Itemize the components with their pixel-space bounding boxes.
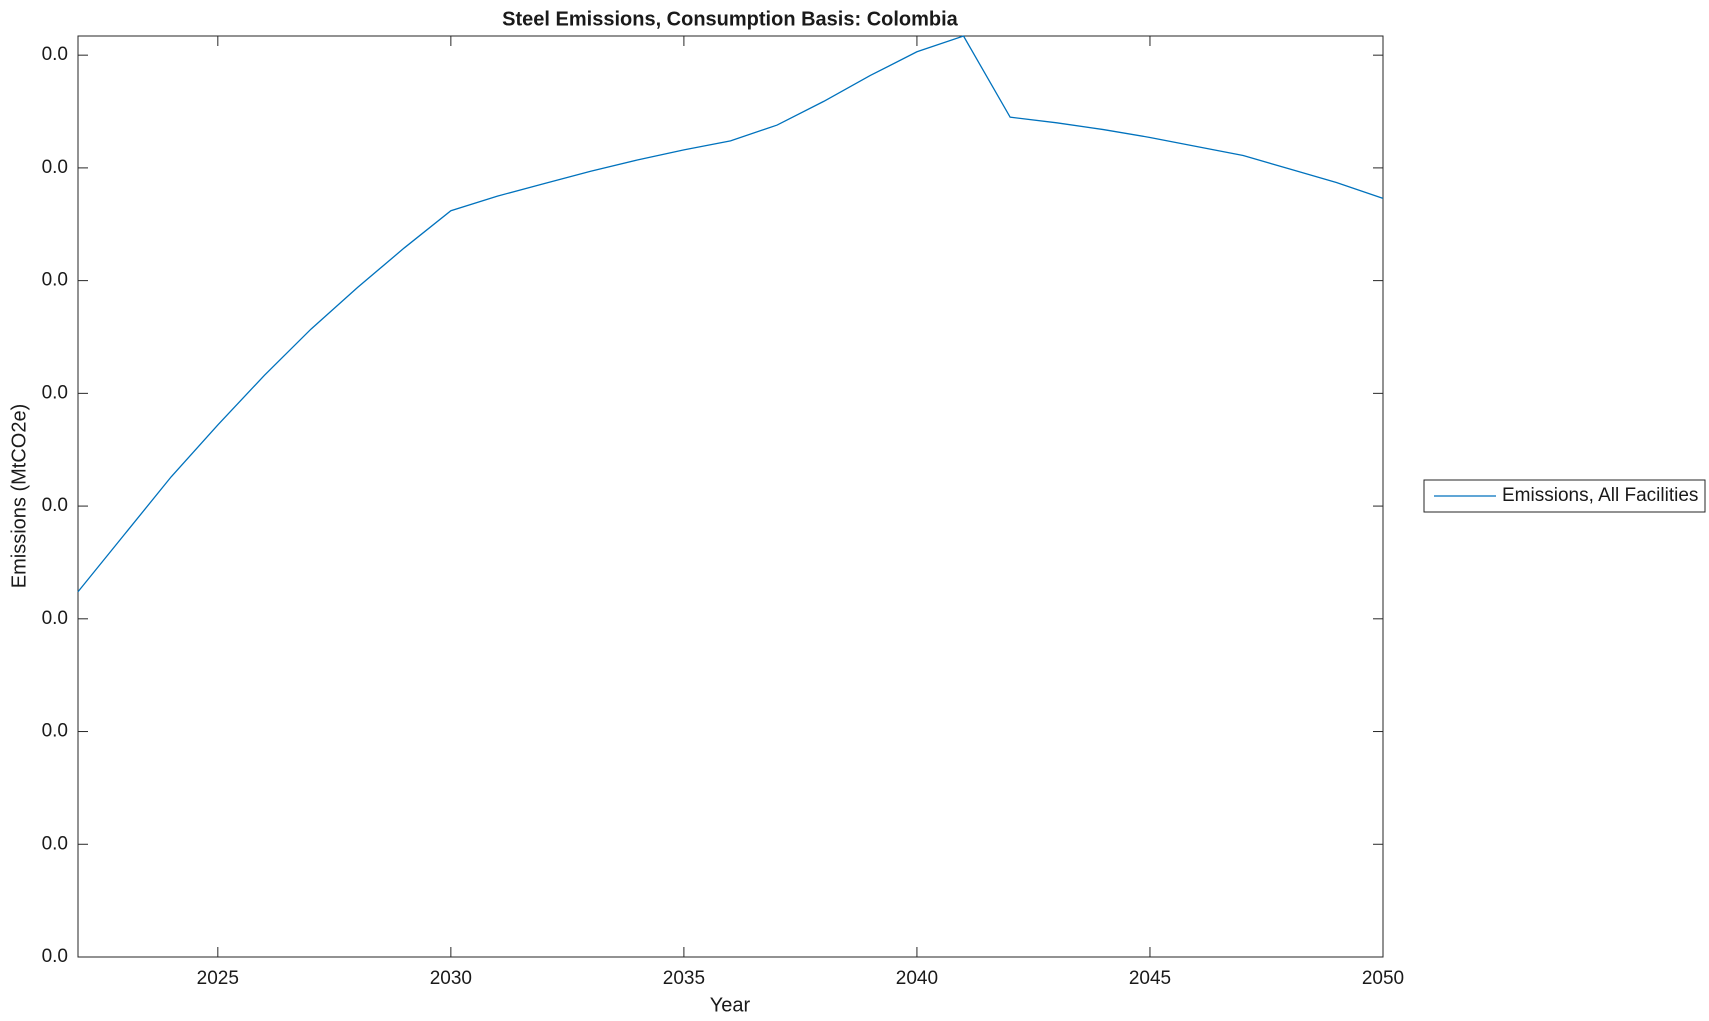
x-tick-label: 2050 xyxy=(1362,968,1404,989)
y-tick-label: 0.0 xyxy=(42,721,68,742)
legend-box xyxy=(1423,479,1706,513)
x-tick-label: 2025 xyxy=(197,968,239,989)
x-axis-label: Year xyxy=(710,994,751,1016)
y-tick-label: 0.0 xyxy=(42,44,68,65)
y-tick-label: 0.0 xyxy=(42,946,68,967)
legend-label: Emissions, All Facilities xyxy=(1502,485,1698,506)
chart-title: Steel Emissions, Consumption Basis: Colo… xyxy=(502,8,959,30)
y-axis-label: Emissions (MtCO2e) xyxy=(8,404,30,588)
x-tick-label: 2030 xyxy=(430,968,472,989)
data-line xyxy=(77,35,1384,593)
y-tick-label: 0.0 xyxy=(42,495,68,516)
y-tick-label: 0.0 xyxy=(42,157,68,178)
x-tick-label: 2035 xyxy=(663,968,705,989)
y-tick-label: 0.0 xyxy=(42,833,68,854)
y-tick-label: 0.0 xyxy=(42,382,68,403)
plot-frame xyxy=(77,35,1384,958)
x-tick-label: 2040 xyxy=(896,968,938,989)
x-tick-label: 2045 xyxy=(1129,968,1171,989)
y-tick-label: 0.0 xyxy=(42,608,68,629)
y-tick-label: 0.0 xyxy=(42,270,68,291)
